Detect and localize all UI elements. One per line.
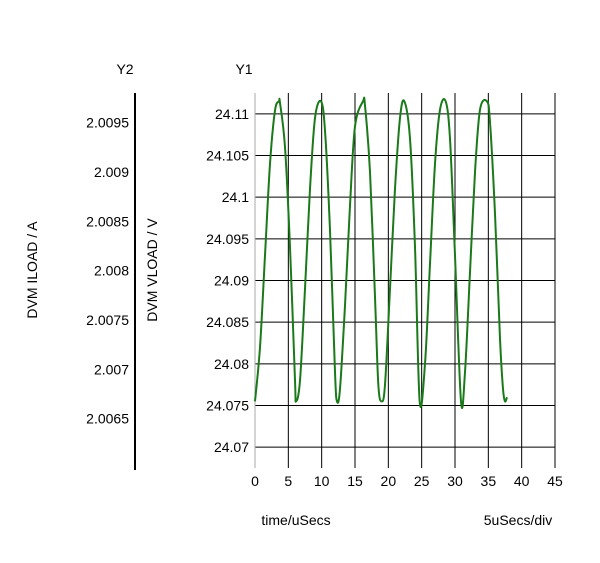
axes xyxy=(134,93,256,470)
x-tick-label: 15 xyxy=(347,473,363,489)
x-tick-label: 5 xyxy=(284,473,292,489)
y1-tick-label: 24.105 xyxy=(206,148,249,164)
grid xyxy=(254,93,556,468)
x-tick-label: 35 xyxy=(481,473,497,489)
y1-tick-label: 24.1 xyxy=(222,189,249,205)
x-tick-label: 0 xyxy=(251,473,259,489)
y2-tick-label: 2.008 xyxy=(94,263,129,279)
series-line-vload xyxy=(254,96,508,409)
y1-tick-label: 24.07 xyxy=(214,439,249,455)
y2-tick-labels: 2.0095 2.009 2.0085 2.008 2.0075 2.007 2.0065 xyxy=(86,115,129,427)
y2-tick-label: 2.007 xyxy=(94,361,129,377)
x-tick-label: 40 xyxy=(514,473,530,489)
y2-tick-label: 2.009 xyxy=(94,164,129,180)
y1-tick-label: 24.095 xyxy=(206,231,249,247)
y1-tick-label: 24.08 xyxy=(214,356,249,372)
y1-axis-label: DVM VLOAD / V xyxy=(144,218,160,322)
y2-tick-label: 2.0075 xyxy=(86,312,129,328)
x-axis-label: time/uSecs xyxy=(261,512,330,528)
y2-axis-header: Y2 xyxy=(116,61,133,77)
y1-tick-label: 24.09 xyxy=(214,273,249,289)
y2-tick-label: 2.0065 xyxy=(86,411,129,427)
x-scale-label: 5uSecs/div xyxy=(484,512,552,528)
x-tick-label: 20 xyxy=(381,473,397,489)
y2-axis-label: DVM ILOAD / A xyxy=(24,221,40,319)
x-tick-labels: 0 5 10 15 20 25 30 35 40 45 xyxy=(251,473,563,489)
y1-axis-header: Y1 xyxy=(235,61,252,77)
y1-tick-label: 24.11 xyxy=(215,106,249,122)
y1-tick-labels: 24.11 24.105 24.1 24.095 24.09 24.085 24.08 24.… xyxy=(206,106,249,455)
y2-tick-label: 2.0085 xyxy=(86,213,129,229)
x-tick-label: 25 xyxy=(414,473,430,489)
x-tick-label: 45 xyxy=(547,473,563,489)
x-tick-label: 10 xyxy=(314,473,330,489)
y1-tick-label: 24.085 xyxy=(206,314,249,330)
y1-tick-label: 24.075 xyxy=(206,398,249,414)
y2-tick-label: 2.0095 xyxy=(86,115,129,131)
x-tick-label: 30 xyxy=(447,473,463,489)
series xyxy=(254,96,508,409)
